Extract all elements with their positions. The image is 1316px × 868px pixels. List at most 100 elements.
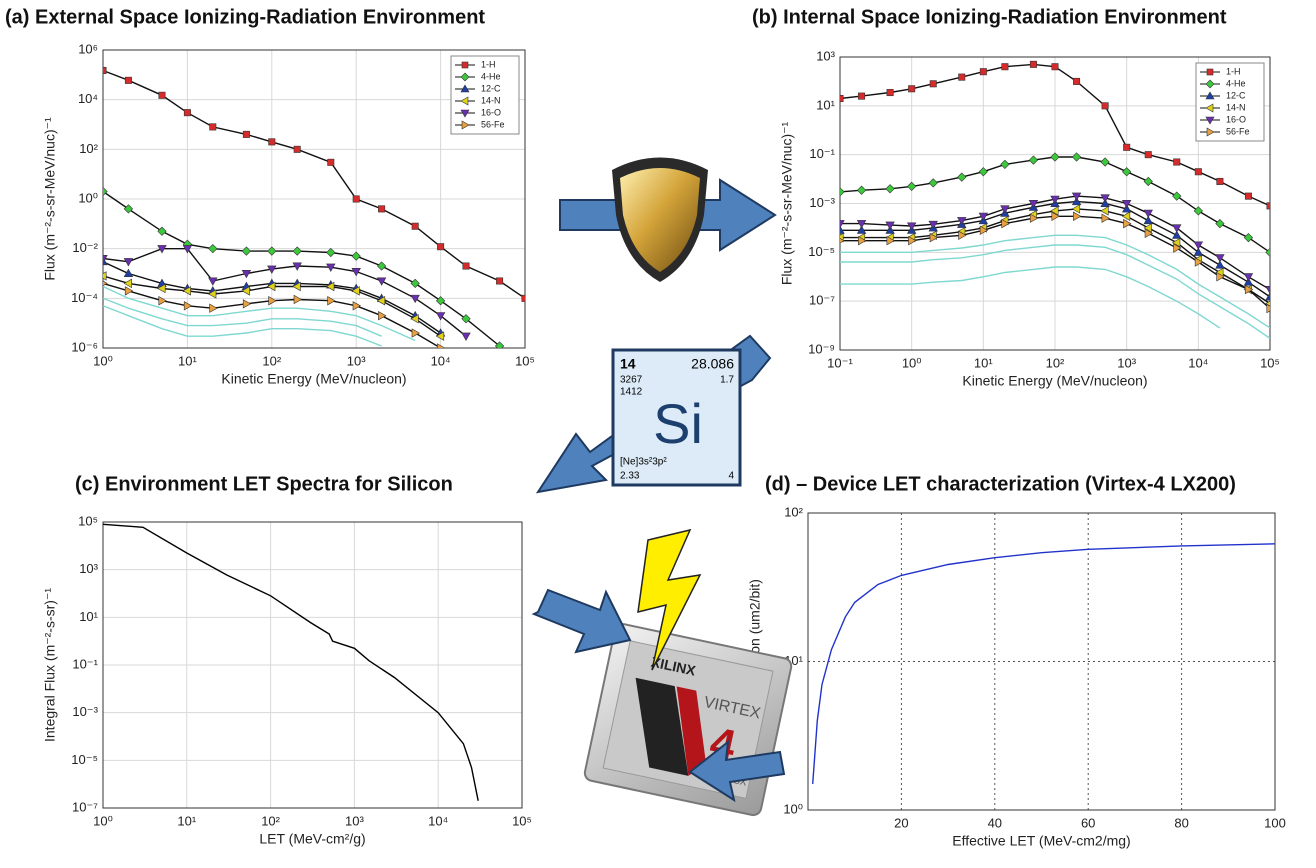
chart: 10⁻⁹10⁻⁷10⁻⁵10⁻³10⁻¹10¹10³10⁻¹10⁰10¹10²1… — [752, 6, 1280, 388]
x-axis-label: LET (MeV-cm²/g) — [259, 831, 365, 847]
y-tick-label: 10⁶ — [78, 41, 98, 56]
data-point — [159, 92, 165, 98]
y-tick-label: 10¹ — [79, 609, 98, 624]
x-axis-label: Effective LET (MeV-cm2/mg) — [952, 833, 1130, 849]
data-point — [980, 69, 986, 75]
data-point — [837, 95, 843, 101]
legend-label: 12-C — [1226, 90, 1246, 100]
x-tick-label: 10⁴ — [431, 353, 451, 368]
data-point — [269, 139, 275, 145]
data-point — [1073, 78, 1079, 84]
data-point — [353, 196, 359, 202]
data-point — [1217, 178, 1223, 184]
data-point — [378, 206, 384, 212]
data-point — [100, 67, 106, 73]
x-tick-label: 40 — [988, 815, 1002, 830]
y-tick-label: 10⁴ — [78, 91, 98, 106]
panel-title: (b) Internal Space Ionizing-Radiation En… — [752, 6, 1227, 28]
data-point — [858, 93, 864, 99]
y-axis-label: Integral Flux (m⁻²-s-sr)⁻¹ — [42, 588, 58, 742]
y-tick-label: 10⁻³ — [809, 195, 835, 210]
x-tick-label: 10⁻¹ — [827, 355, 853, 370]
x-tick-label: 10¹ — [177, 813, 196, 828]
melting-point: 1412 — [620, 387, 643, 398]
legend-marker — [462, 62, 468, 68]
y-tick-label: 10³ — [79, 561, 98, 576]
y-tick-label: 10³ — [816, 48, 835, 63]
x-tick-label: 10⁴ — [428, 813, 448, 828]
data-point — [959, 74, 965, 80]
atomic-number: 14 — [620, 356, 636, 372]
y-tick-label: 10¹ — [816, 97, 835, 112]
legend-label: 1-H — [1226, 66, 1241, 76]
valence: 4 — [728, 471, 734, 482]
legend-label: 16-O — [1226, 114, 1246, 124]
x-axis-label: Kinetic Energy (MeV/nucleon) — [962, 373, 1147, 389]
y-tick-label: 10⁻⁹ — [808, 341, 835, 356]
arrow — [534, 590, 630, 652]
y-tick-label: 10⁻¹ — [72, 656, 98, 671]
y-axis-label: Flux (m⁻²-s-sr-MeV/nuc)⁻¹ — [42, 117, 58, 281]
y-tick-label: 10⁻⁴ — [71, 290, 98, 305]
legend-label: 4-He — [1226, 78, 1246, 88]
data-point — [1145, 151, 1151, 157]
data-point — [1267, 203, 1273, 209]
chart: 10⁰10¹10²20406080100Effective LET (MeV-c… — [747, 473, 1286, 848]
x-tick-label: 80 — [1174, 815, 1188, 830]
y-tick-label: 10⁻⁵ — [71, 752, 98, 767]
data-point — [1195, 169, 1201, 175]
y-tick-label: 10² — [79, 141, 98, 156]
x-tick-label: 10⁴ — [1188, 355, 1208, 370]
data-point — [328, 159, 334, 165]
x-tick-label: 10² — [1046, 355, 1065, 370]
y-tick-label: 10⁰ — [78, 190, 98, 205]
data-point — [1102, 103, 1108, 109]
data-point — [930, 81, 936, 87]
data-point — [1245, 193, 1251, 199]
legend-label: 56-Fe — [1226, 126, 1250, 136]
figure: 10⁻⁶10⁻⁴10⁻²10⁰10²10⁴10⁶10⁰10¹10²10³10⁴1… — [0, 0, 1316, 863]
legend-label: 4-He — [481, 71, 501, 81]
legend-label: 16-O — [481, 107, 501, 117]
illustrations: 14 28.086 3267 1.7 1412 Si [Ne]3s²3p² 2.… — [534, 158, 793, 817]
panel-title: (a) External Space Ionizing-Radiation En… — [5, 6, 485, 28]
x-tick-label: 10⁵ — [1260, 355, 1280, 370]
boiling-point: 3267 — [620, 375, 643, 386]
y-tick-label: 10⁻¹ — [809, 146, 835, 161]
data-point — [412, 223, 418, 229]
legend-label: 56-Fe — [481, 119, 505, 129]
shield-face — [620, 168, 700, 272]
data-point — [1174, 159, 1180, 165]
x-tick-label: 10² — [262, 353, 281, 368]
x-tick-label: 10⁰ — [93, 813, 113, 828]
atomic-mass: 28.086 — [691, 356, 734, 372]
panel-title: (c) Environment LET Spectra for Silicon — [75, 473, 453, 495]
x-tick-label: 10⁵ — [515, 353, 535, 368]
electronegativity: 1.7 — [720, 375, 734, 386]
data-point — [522, 295, 528, 301]
legend: 1-H4-He12-C14-N16-O56-Fe — [451, 56, 519, 134]
data-point — [210, 124, 216, 130]
y-tick-label: 10⁵ — [78, 513, 98, 528]
data-point — [463, 263, 469, 269]
data-point — [496, 278, 502, 284]
x-tick-label: 20 — [894, 815, 908, 830]
y-tick-label: 10⁻⁷ — [72, 799, 98, 814]
electron-config: [Ne]3s²3p² — [620, 457, 667, 468]
legend-label: 1-H — [481, 59, 496, 69]
y-tick-label: 10² — [784, 504, 803, 519]
legend: 1-H 4-He 12-C 14-N 16-O 56-Fe — [1196, 63, 1264, 141]
data-point — [294, 146, 300, 152]
x-tick-label: 100 — [1264, 815, 1286, 830]
data-point — [1052, 64, 1058, 70]
legend-label: 14-N — [1226, 102, 1246, 112]
x-tick-label: 10¹ — [178, 353, 197, 368]
legend-marker — [1207, 69, 1213, 75]
panel-title: (d) – Device LET characterization (Virte… — [765, 473, 1236, 495]
chart: 10⁻⁷10⁻⁵10⁻³10⁻¹10¹10³10⁵10⁰10¹10²10³10⁴… — [42, 473, 532, 846]
y-tick-label: 10⁻³ — [72, 704, 98, 719]
x-tick-label: 10⁰ — [902, 355, 922, 370]
density: 2.33 — [620, 471, 640, 482]
element-symbol: Si — [653, 392, 703, 455]
y-tick-label: 10⁻⁷ — [809, 293, 835, 308]
